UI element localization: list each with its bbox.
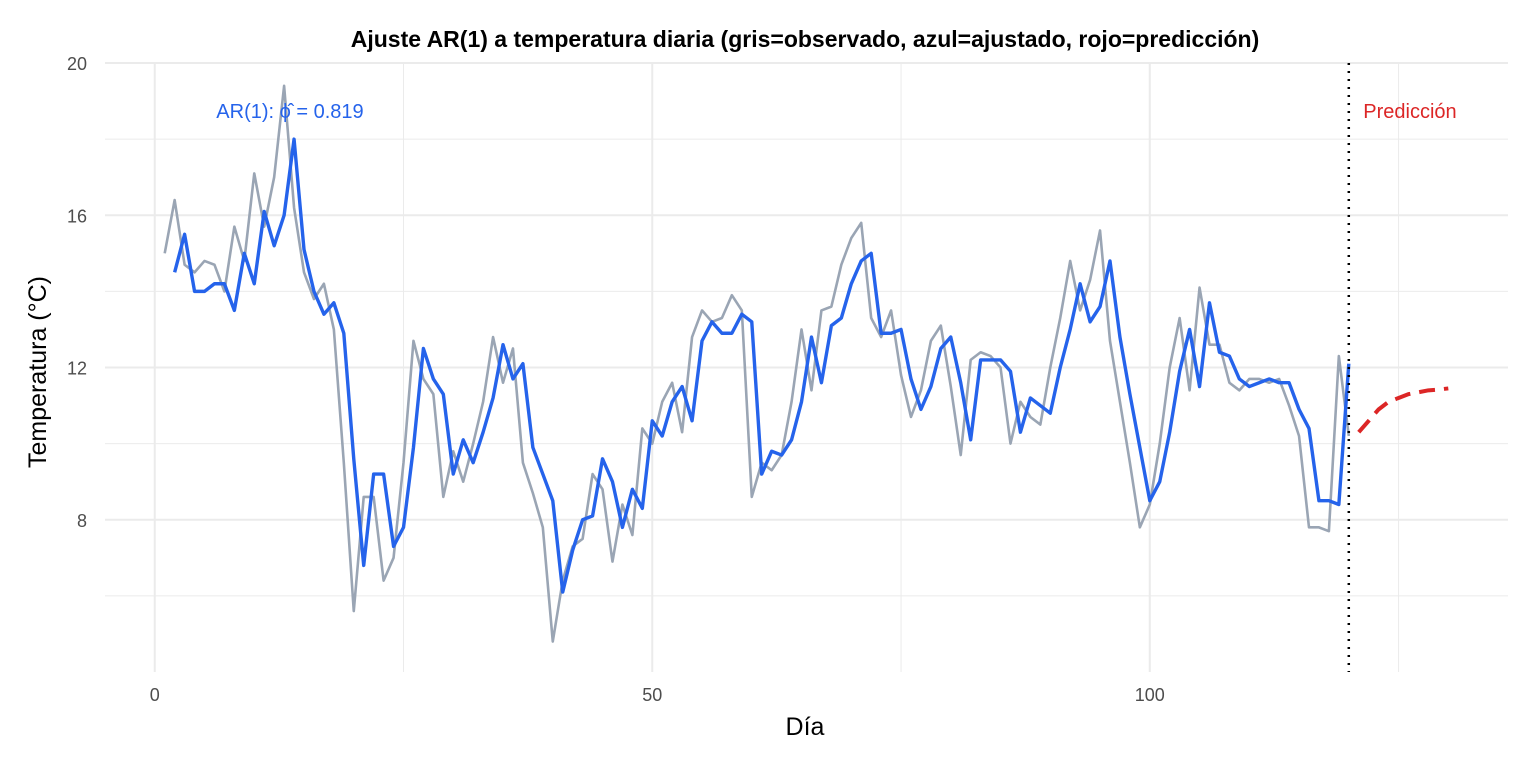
series-observed-line: [163, 84, 1351, 643]
x-tick-label: 0: [150, 685, 160, 705]
x-tick-label: 100: [1135, 685, 1165, 705]
x-tick-label: 50: [642, 685, 662, 705]
phi-annotation: AR(1): ϕ̂ = 0.819: [216, 101, 363, 123]
y-axis-title: Temperatura (°C): [24, 276, 52, 468]
y-tick-label: 20: [67, 54, 87, 74]
ticks: 8 12 16 20 0 50 100: [67, 54, 1165, 705]
x-axis-title: Día: [786, 713, 825, 741]
y-tick-label: 16: [67, 206, 87, 226]
series-forecast-line: [1357, 386, 1449, 434]
forecast-label: Predicción: [1363, 101, 1456, 123]
series-fitted-line: [173, 137, 1351, 594]
y-tick-label: 8: [77, 511, 87, 531]
series-layer: [163, 63, 1449, 672]
chart-title: Ajuste AR(1) a temperatura diaria (gris=…: [351, 26, 1260, 52]
y-tick-label: 12: [67, 359, 87, 379]
